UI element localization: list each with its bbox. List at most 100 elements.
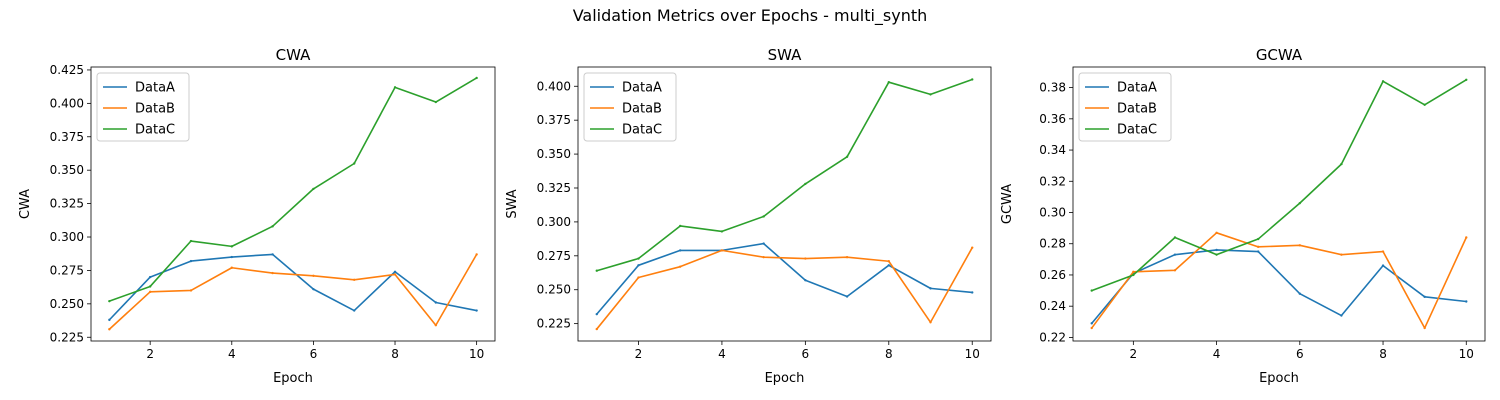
- legend-label-datab: DataB: [135, 102, 175, 117]
- data-point-dataa: [1381, 264, 1385, 267]
- series-line-datac: [109, 77, 478, 302]
- data-point-datac: [1215, 253, 1218, 256]
- series-line-datab: [108, 253, 478, 330]
- legend-label-dataa: DataA: [135, 81, 175, 96]
- x-tick-label: 4: [1213, 347, 1221, 361]
- data-point-dataa: [971, 291, 974, 294]
- x-tick-label: 8: [1379, 347, 1387, 361]
- data-point-datab: [353, 278, 356, 281]
- y-tick-label: 0.300: [537, 215, 571, 229]
- x-axis-label: Epoch: [765, 371, 805, 386]
- legend-label-datac: DataC: [1117, 123, 1157, 138]
- data-point-datac: [1173, 236, 1177, 239]
- data-point-dataa: [929, 287, 932, 290]
- data-point-datac: [720, 230, 724, 233]
- y-tick-label: 0.250: [537, 283, 571, 297]
- y-tick-label: 0.30: [1039, 206, 1066, 220]
- data-point-datac: [148, 285, 152, 288]
- y-tick-label: 0.26: [1039, 268, 1066, 282]
- subplot-title: CWA: [276, 46, 311, 64]
- data-point-datab: [971, 246, 974, 249]
- y-tick-label: 0.375: [537, 113, 571, 127]
- data-point-datac: [1256, 237, 1260, 241]
- data-point-dataa: [312, 287, 315, 291]
- data-point-dataa: [1465, 300, 1468, 303]
- data-point-datac: [804, 182, 807, 186]
- data-point-datac: [1381, 80, 1385, 83]
- x-tick-label: 2: [1130, 347, 1138, 361]
- data-point-datac: [1340, 162, 1343, 166]
- data-point-datac: [971, 78, 974, 81]
- legend: DataA DataB DataC: [96, 72, 190, 142]
- x-tick-label: 4: [718, 347, 726, 361]
- data-point-datac: [353, 162, 356, 165]
- data-point-datab: [1256, 245, 1260, 249]
- y-tick-label: 0.24: [1039, 299, 1066, 313]
- x-tick-label: 6: [310, 347, 318, 361]
- series-line-datab: [596, 247, 973, 330]
- data-point-datac: [271, 225, 274, 228]
- data-point-datab: [1465, 236, 1468, 239]
- data-point-datab: [189, 289, 193, 292]
- data-point-datac: [1423, 103, 1426, 106]
- data-point-dataa: [1090, 322, 1093, 325]
- y-tick-label: 0.425: [50, 63, 84, 77]
- series-line-dataa: [596, 242, 973, 315]
- y-tick-label: 0.325: [50, 197, 84, 211]
- data-point-dataa: [271, 253, 274, 256]
- data-point-datab: [762, 255, 765, 259]
- data-point-datab: [637, 276, 640, 279]
- data-point-datab: [1173, 269, 1177, 272]
- series-line-datab: [1091, 232, 1467, 329]
- data-point-datab: [679, 265, 682, 268]
- y-tick-label: 0.34: [1039, 143, 1066, 157]
- data-point-datab: [1215, 231, 1218, 235]
- data-point-datac: [679, 224, 682, 228]
- subplot-title: SWA: [768, 46, 803, 64]
- data-point-datac: [1132, 273, 1135, 277]
- y-tick-label: 0.38: [1039, 81, 1066, 95]
- data-point-datab: [845, 255, 849, 259]
- legend-label-datab: DataB: [1117, 102, 1157, 117]
- y-tick-label: 0.350: [50, 163, 84, 177]
- legend-label-datac: DataC: [135, 123, 175, 138]
- data-point-dataa: [108, 318, 111, 322]
- data-point-datab: [148, 290, 152, 294]
- y-tick-label: 0.250: [50, 297, 84, 311]
- data-point-datac: [887, 80, 890, 84]
- y-tick-label: 0.375: [50, 130, 84, 144]
- data-point-dataa: [595, 312, 598, 316]
- series-line-dataa: [108, 253, 477, 321]
- y-tick-label: 0.400: [537, 79, 571, 93]
- x-tick-label: 8: [885, 347, 893, 361]
- x-tick-label: 6: [802, 347, 810, 361]
- data-point-dataa: [762, 242, 765, 245]
- data-point-dataa: [679, 249, 682, 252]
- y-tick-label: 0.275: [50, 263, 84, 277]
- y-tick-label: 0.225: [50, 330, 84, 344]
- x-tick-label: 4: [228, 347, 236, 361]
- data-point-datab: [1340, 253, 1343, 256]
- data-point-datab: [1090, 326, 1093, 330]
- data-point-datab: [1132, 270, 1135, 274]
- data-point-dataa: [1256, 250, 1260, 253]
- data-point-datac: [312, 187, 315, 191]
- data-point-datac: [108, 299, 111, 303]
- series-line-dataa: [1091, 249, 1467, 324]
- y-tick-label: 0.225: [537, 317, 571, 331]
- data-point-dataa: [434, 301, 438, 304]
- data-point-datac: [1298, 201, 1302, 205]
- legend: DataA DataB DataC: [583, 72, 677, 142]
- legend: DataA DataB DataC: [1078, 72, 1172, 142]
- data-point-datab: [393, 273, 397, 276]
- x-tick-label: 8: [391, 347, 399, 361]
- subplot-title: GCWA: [1256, 46, 1303, 64]
- y-tick-label: 0.300: [50, 230, 84, 244]
- data-point-dataa: [845, 295, 849, 298]
- data-point-dataa: [1298, 292, 1302, 295]
- data-point-datab: [1381, 250, 1385, 253]
- data-point-datac: [1090, 289, 1093, 292]
- data-point-datab: [804, 257, 807, 260]
